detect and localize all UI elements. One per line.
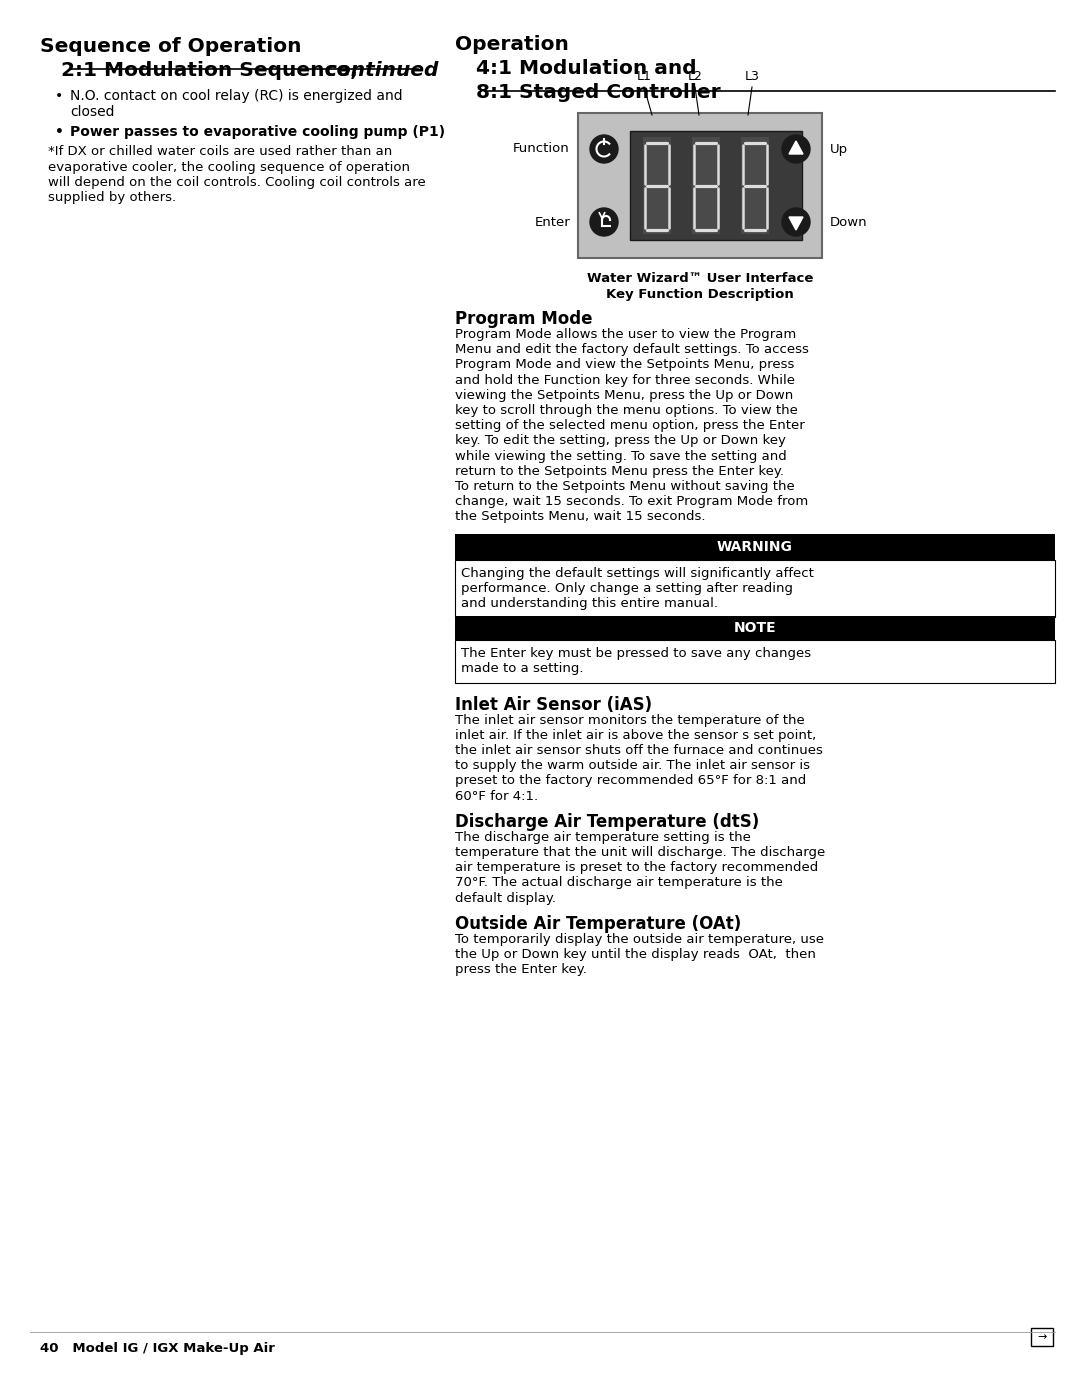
Circle shape — [782, 136, 810, 163]
Text: return to the Setpoints Menu press the Enter key.: return to the Setpoints Menu press the E… — [455, 465, 784, 478]
Text: closed: closed — [70, 105, 114, 119]
Text: Menu and edit the factory default settings. To access: Menu and edit the factory default settin… — [455, 344, 809, 356]
Text: N.O. contact on cool relay (RC) is energized and: N.O. contact on cool relay (RC) is energ… — [70, 89, 403, 103]
Text: performance. Only change a setting after reading: performance. Only change a setting after… — [461, 581, 793, 595]
Text: Discharge Air Temperature (dtS): Discharge Air Temperature (dtS) — [455, 813, 759, 831]
Bar — [455, 640, 1055, 683]
Text: •: • — [55, 89, 64, 103]
Text: to supply the warm outside air. The inlet air sensor is: to supply the warm outside air. The inle… — [455, 759, 810, 773]
Text: Inlet Air Sensor (iAS): Inlet Air Sensor (iAS) — [455, 696, 652, 714]
Text: Water Wizard™ User Interface: Water Wizard™ User Interface — [586, 272, 813, 285]
Text: Outside Air Temperature (OAt): Outside Air Temperature (OAt) — [455, 915, 741, 933]
Text: *If DX or chilled water coils are used rather than an: *If DX or chilled water coils are used r… — [48, 145, 392, 158]
Text: L3: L3 — [744, 70, 759, 82]
Text: The discharge air temperature setting is the: The discharge air temperature setting is… — [455, 831, 751, 844]
Text: L2: L2 — [688, 70, 702, 82]
Bar — [630, 131, 802, 240]
Text: Changing the default settings will significantly affect: Changing the default settings will signi… — [461, 567, 814, 580]
Text: 40   Model IG / IGX Make-Up Air: 40 Model IG / IGX Make-Up Air — [40, 1343, 275, 1355]
Circle shape — [590, 136, 618, 163]
Text: made to a setting.: made to a setting. — [461, 662, 583, 675]
Bar — [643, 137, 671, 235]
Circle shape — [590, 208, 618, 236]
Text: key to scroll through the menu options. To view the: key to scroll through the menu options. … — [455, 404, 798, 416]
Text: 2:1 Modulation Sequence,: 2:1 Modulation Sequence, — [40, 61, 357, 80]
Bar — [455, 560, 1055, 617]
Text: key. To edit the setting, press the Up or Down key: key. To edit the setting, press the Up o… — [455, 434, 786, 447]
Text: Up: Up — [831, 142, 848, 155]
Text: NOTE: NOTE — [733, 622, 777, 636]
Text: the inlet air sensor shuts off the furnace and continues: the inlet air sensor shuts off the furna… — [455, 745, 823, 757]
Text: Sequence of Operation: Sequence of Operation — [40, 36, 301, 56]
Text: WARNING: WARNING — [717, 539, 793, 553]
Text: continued: continued — [318, 61, 438, 80]
Text: Key Function Description: Key Function Description — [606, 288, 794, 300]
Bar — [455, 616, 1055, 640]
Text: Enter: Enter — [535, 215, 570, 229]
Text: The Enter key must be pressed to save any changes: The Enter key must be pressed to save an… — [461, 647, 811, 661]
Text: setting of the selected menu option, press the Enter: setting of the selected menu option, pre… — [455, 419, 805, 432]
Text: Down: Down — [831, 215, 867, 229]
Text: supplied by others.: supplied by others. — [48, 191, 176, 204]
Text: Power passes to evaporative cooling pump (P1): Power passes to evaporative cooling pump… — [70, 124, 445, 138]
Bar — [692, 137, 720, 235]
Text: →: → — [1037, 1331, 1047, 1343]
Text: Program Mode allows the user to view the Program: Program Mode allows the user to view the… — [455, 328, 796, 341]
Text: change, wait 15 seconds. To exit Program Mode from: change, wait 15 seconds. To exit Program… — [455, 495, 808, 509]
Bar — [741, 137, 769, 235]
Text: preset to the factory recommended 65°F for 8:1 and: preset to the factory recommended 65°F f… — [455, 774, 807, 788]
Bar — [455, 534, 1055, 560]
Text: Program Mode and view the Setpoints Menu, press: Program Mode and view the Setpoints Menu… — [455, 359, 795, 372]
Text: and understanding this entire manual.: and understanding this entire manual. — [461, 597, 718, 610]
Text: 60°F for 4:1.: 60°F for 4:1. — [455, 789, 538, 803]
Text: L1: L1 — [636, 70, 651, 82]
Text: will depend on the coil controls. Cooling coil controls are: will depend on the coil controls. Coolin… — [48, 176, 426, 189]
Text: 8:1 Staged Controller: 8:1 Staged Controller — [455, 82, 720, 102]
Text: Program Mode: Program Mode — [455, 310, 593, 328]
Text: the Up or Down key until the display reads  OAt,  then: the Up or Down key until the display rea… — [455, 949, 815, 961]
Bar — [578, 113, 822, 258]
Text: the Setpoints Menu, wait 15 seconds.: the Setpoints Menu, wait 15 seconds. — [455, 510, 705, 524]
Circle shape — [782, 208, 810, 236]
Text: press the Enter key.: press the Enter key. — [455, 963, 586, 977]
Text: evaporative cooler, the cooling sequence of operation: evaporative cooler, the cooling sequence… — [48, 161, 410, 173]
Text: while viewing the setting. To save the setting and: while viewing the setting. To save the s… — [455, 450, 786, 462]
Polygon shape — [789, 217, 804, 231]
Text: viewing the Setpoints Menu, press the Up or Down: viewing the Setpoints Menu, press the Up… — [455, 388, 793, 402]
Text: default display.: default display. — [455, 891, 556, 905]
Text: Operation: Operation — [455, 35, 569, 54]
Bar — [1031, 1329, 1053, 1345]
Text: The inlet air sensor monitors the temperature of the: The inlet air sensor monitors the temper… — [455, 714, 805, 726]
Polygon shape — [789, 141, 804, 154]
Text: temperature that the unit will discharge. The discharge: temperature that the unit will discharge… — [455, 847, 825, 859]
Text: inlet air. If the inlet air is above the sensor s set point,: inlet air. If the inlet air is above the… — [455, 729, 816, 742]
Text: To return to the Setpoints Menu without saving the: To return to the Setpoints Menu without … — [455, 481, 795, 493]
Text: To temporarily display the outside air temperature, use: To temporarily display the outside air t… — [455, 933, 824, 946]
Text: 70°F. The actual discharge air temperature is the: 70°F. The actual discharge air temperatu… — [455, 876, 783, 890]
Text: Function: Function — [513, 142, 570, 155]
Text: air temperature is preset to the factory recommended: air temperature is preset to the factory… — [455, 861, 819, 875]
Text: and hold the Function key for three seconds. While: and hold the Function key for three seco… — [455, 373, 795, 387]
Text: •: • — [55, 124, 64, 138]
Text: 4:1 Modulation and: 4:1 Modulation and — [455, 59, 697, 78]
